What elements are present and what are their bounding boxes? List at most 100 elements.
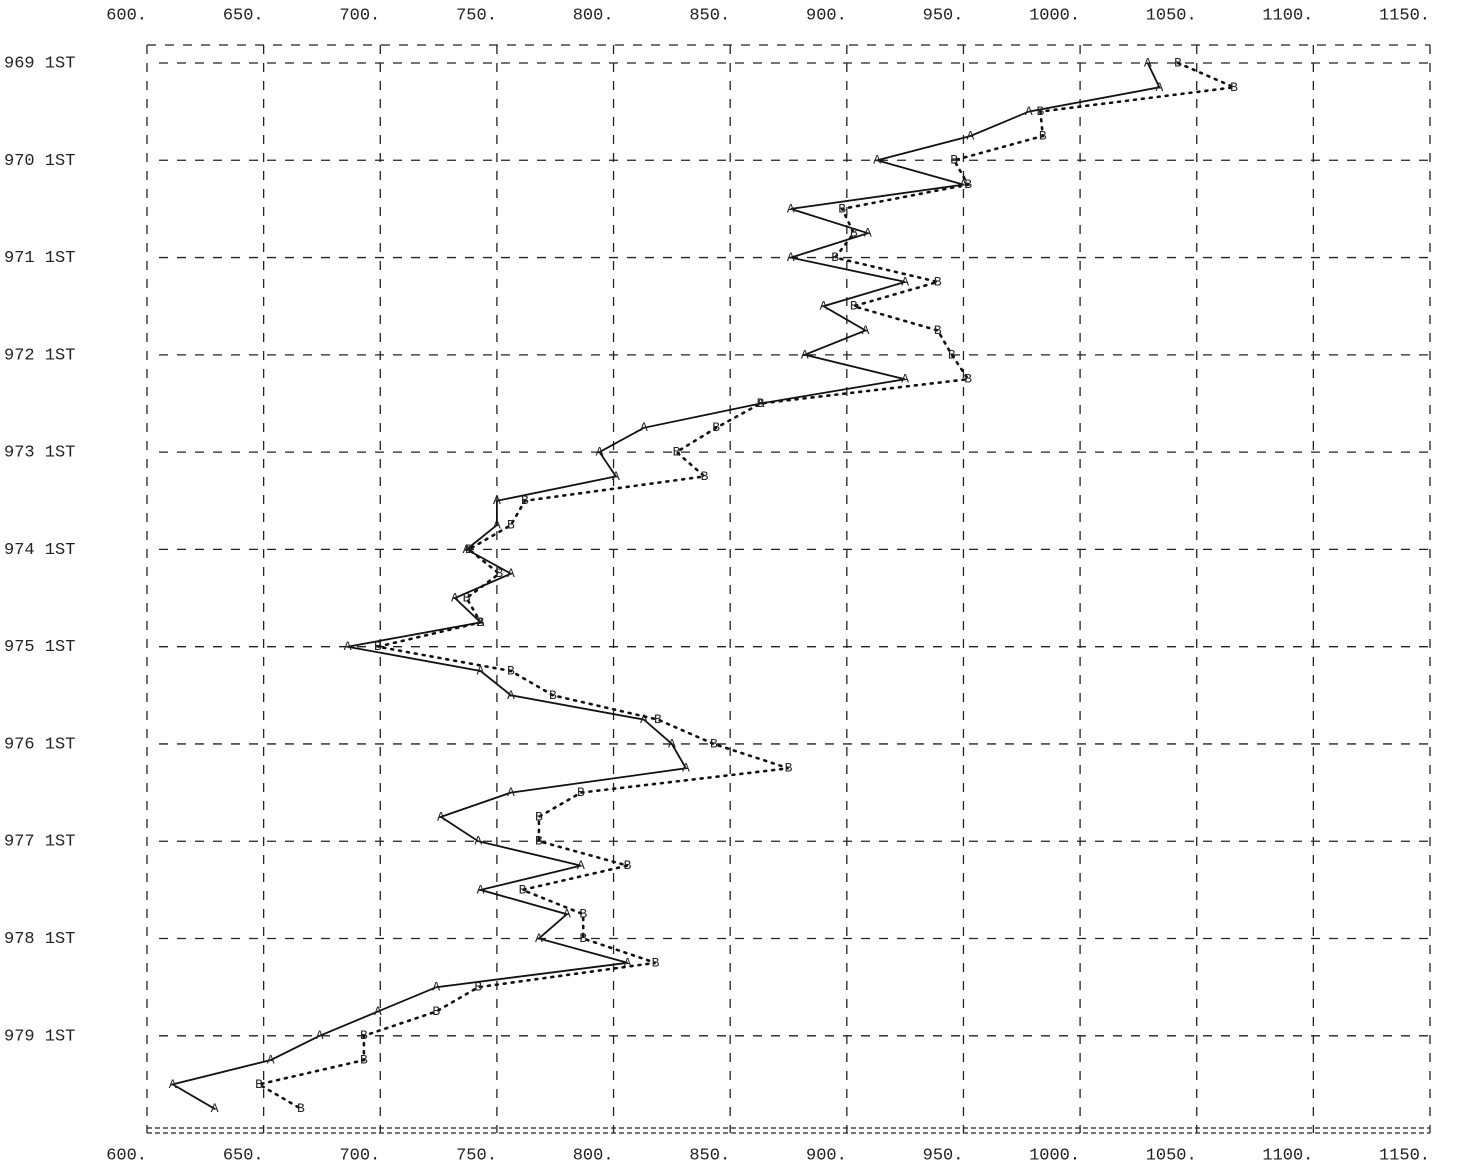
x-tick-label-bottom: 800. bbox=[573, 1146, 614, 1165]
point-marker: B bbox=[1174, 55, 1182, 70]
point-marker: B bbox=[507, 663, 515, 678]
y-tick-label: 977 1ST bbox=[4, 833, 75, 852]
point-marker: A bbox=[344, 639, 352, 654]
x-tick-label-top: 600. bbox=[106, 6, 147, 25]
point-marker: A bbox=[374, 1004, 382, 1019]
point-marker: A bbox=[493, 518, 501, 533]
point-marker: A bbox=[477, 882, 485, 897]
point-marker: A bbox=[862, 323, 870, 338]
point-marker: B bbox=[1230, 80, 1238, 95]
point-marker: B bbox=[934, 274, 942, 289]
point-marker: A bbox=[596, 445, 604, 460]
y-tick-label: 971 1ST bbox=[4, 249, 75, 268]
point-marker: A bbox=[864, 226, 872, 241]
point-marker: B bbox=[577, 785, 585, 800]
point-marker: A bbox=[507, 688, 515, 703]
x-tick-label-bottom: 950. bbox=[923, 1146, 964, 1165]
point-marker: A bbox=[901, 274, 909, 289]
point-marker: A bbox=[507, 785, 515, 800]
point-marker: A bbox=[169, 1077, 177, 1092]
x-tick-label-top: 1150. bbox=[1379, 6, 1430, 25]
point-marker: B bbox=[535, 809, 543, 824]
point-marker: B bbox=[255, 1077, 263, 1092]
point-marker: B bbox=[712, 420, 720, 435]
point-marker: A bbox=[577, 858, 585, 873]
point-marker: A bbox=[787, 201, 795, 216]
point-marker: A bbox=[682, 761, 690, 776]
point-marker: A bbox=[451, 590, 459, 605]
point-marker: B bbox=[950, 153, 958, 168]
point-marker: A bbox=[787, 250, 795, 265]
x-tick-label-top: 900. bbox=[806, 6, 847, 25]
point-marker: A bbox=[640, 712, 648, 727]
point-marker: B bbox=[673, 445, 681, 460]
point-marker: A bbox=[563, 907, 571, 922]
y-tick-label: 970 1ST bbox=[4, 152, 75, 171]
point-marker: A bbox=[437, 809, 445, 824]
point-marker: B bbox=[360, 1028, 368, 1043]
point-marker: B bbox=[710, 736, 718, 751]
point-marker: B bbox=[701, 469, 709, 484]
x-tick-label-top: 950. bbox=[923, 6, 964, 25]
x-tick-label-top: 1050. bbox=[1146, 6, 1197, 25]
y-tick-label: 972 1ST bbox=[4, 346, 75, 365]
point-marker: A bbox=[1025, 104, 1033, 119]
x-tick-label-bottom: 1100. bbox=[1262, 1146, 1313, 1165]
point-marker: B bbox=[838, 201, 846, 216]
point-marker: A bbox=[474, 834, 482, 849]
point-marker: A bbox=[507, 566, 515, 581]
point-marker: A bbox=[316, 1028, 324, 1043]
point-marker: B bbox=[624, 858, 632, 873]
point-marker: A bbox=[757, 396, 765, 411]
x-tick-label-bottom: 1150. bbox=[1379, 1146, 1430, 1165]
y-tick-label: 974 1ST bbox=[4, 541, 75, 560]
y-tick-label: 976 1ST bbox=[4, 735, 75, 754]
point-marker: B bbox=[297, 1101, 305, 1116]
point-marker: B bbox=[579, 907, 587, 922]
y-tick-label: 973 1ST bbox=[4, 444, 75, 463]
x-tick-label-bottom: 700. bbox=[339, 1146, 380, 1165]
point-marker: B bbox=[495, 566, 503, 581]
x-tick-label-top: 750. bbox=[456, 6, 497, 25]
point-marker: B bbox=[654, 712, 662, 727]
point-marker: A bbox=[432, 980, 440, 995]
x-tick-label-bottom: 750. bbox=[456, 1146, 497, 1165]
point-marker: B bbox=[850, 299, 858, 314]
y-tick-label: 969 1ST bbox=[4, 54, 75, 73]
point-marker: B bbox=[474, 980, 482, 995]
x-tick-label-top: 1100. bbox=[1262, 6, 1313, 25]
point-marker: A bbox=[1155, 80, 1163, 95]
x-tick-label-top: 800. bbox=[573, 6, 614, 25]
point-marker: B bbox=[757, 396, 765, 411]
point-marker: B bbox=[507, 518, 515, 533]
x-tick-label-top: 1000. bbox=[1029, 6, 1080, 25]
y-tick-label: 975 1ST bbox=[4, 638, 75, 657]
point-marker: A bbox=[640, 420, 648, 435]
x-tick-label-bottom: 900. bbox=[806, 1146, 847, 1165]
x-tick-label-bottom: 1050. bbox=[1146, 1146, 1197, 1165]
y-tick-label: 979 1ST bbox=[4, 1027, 75, 1046]
point-marker: A bbox=[1144, 55, 1152, 70]
point-marker: A bbox=[493, 493, 501, 508]
point-marker: B bbox=[374, 639, 382, 654]
x-tick-label-bottom: 650. bbox=[223, 1146, 264, 1165]
point-marker: A bbox=[801, 347, 809, 362]
point-marker: B bbox=[934, 323, 942, 338]
x-tick-label-top: 700. bbox=[339, 6, 380, 25]
point-marker: B bbox=[964, 177, 972, 192]
x-tick-label-bottom: 600. bbox=[106, 1146, 147, 1165]
point-marker: A bbox=[612, 469, 620, 484]
point-marker: B bbox=[579, 931, 587, 946]
x-tick-label-bottom: 850. bbox=[689, 1146, 730, 1165]
x-tick-label-bottom: 1000. bbox=[1029, 1146, 1080, 1165]
point-marker: A bbox=[668, 736, 676, 751]
point-marker: B bbox=[535, 834, 543, 849]
point-marker: B bbox=[521, 493, 529, 508]
point-marker: B bbox=[785, 761, 793, 776]
point-marker: B bbox=[432, 1004, 440, 1019]
point-marker: B bbox=[1039, 128, 1047, 143]
point-marker: A bbox=[267, 1053, 275, 1068]
point-marker: B bbox=[850, 226, 858, 241]
point-marker: B bbox=[831, 250, 839, 265]
